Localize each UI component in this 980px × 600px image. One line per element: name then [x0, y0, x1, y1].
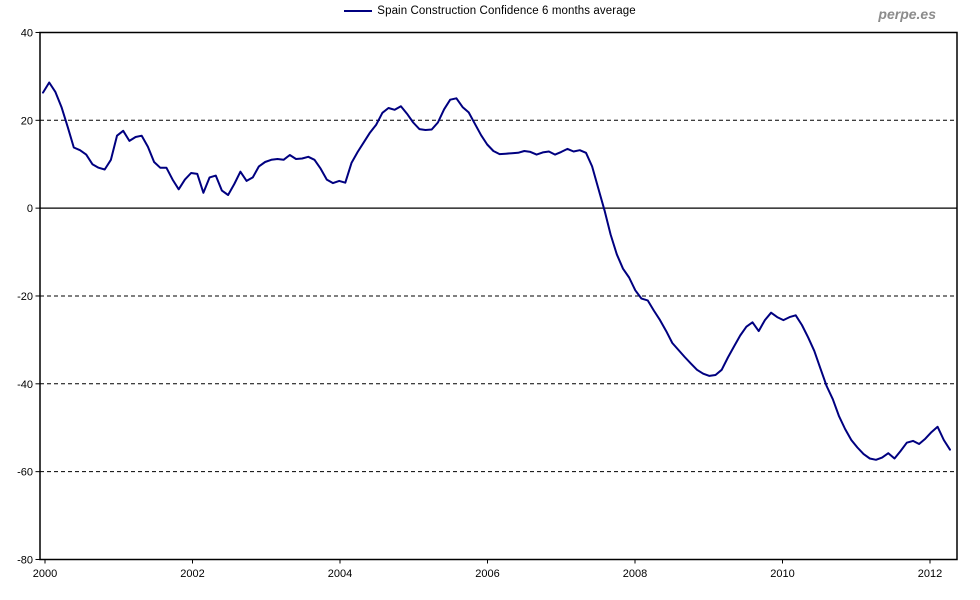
x-tick-label: 2004 [328, 568, 352, 580]
y-tick-label: 20 [21, 115, 33, 127]
y-tick-label: -80 [17, 554, 33, 566]
y-tick-label: -20 [17, 291, 33, 303]
x-tick-label: 2002 [180, 568, 204, 580]
plot-border [39, 31, 958, 561]
y-tick-label: 0 [27, 203, 33, 215]
x-tick-label: 2006 [475, 568, 499, 580]
confidence-series-line [42, 81, 951, 461]
x-tick-label: 2000 [33, 568, 57, 580]
x-tick-label: 2008 [623, 568, 647, 580]
y-tick-label: -60 [17, 467, 33, 479]
watermark: perpe.es [878, 6, 936, 22]
x-tick-label: 2012 [918, 568, 942, 580]
y-tick-label: 40 [21, 27, 33, 39]
x-tick-label: 2010 [770, 568, 794, 580]
y-tick-label: -40 [17, 379, 33, 391]
